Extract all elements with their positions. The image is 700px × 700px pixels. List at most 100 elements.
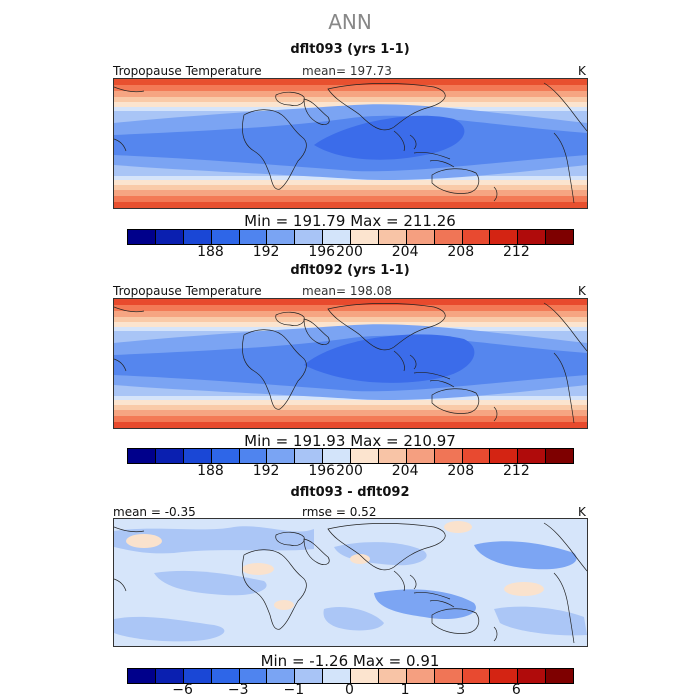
colorbar-swatch: [128, 669, 156, 683]
field-band: [474, 541, 577, 570]
panel-3-min-label: Min: [260, 652, 288, 670]
colorbar-swatch: [155, 230, 184, 244]
colorbar-swatch: [378, 669, 407, 683]
panel-2-colorbar-ticks: 188 192 196 200 204 208 212: [127, 463, 572, 479]
panel-2-colorbar: [127, 448, 574, 464]
colorbar-tick: −1: [283, 682, 305, 698]
colorbar-swatch: [295, 449, 324, 463]
panel-2-units-label: K: [578, 284, 586, 298]
panel-3-min-value: -1.26: [309, 652, 349, 670]
colorbar-swatch: [490, 230, 519, 244]
panel-2-mean-label: mean= 198.08: [302, 284, 392, 298]
panel-1-mean-label: mean= 197.73: [302, 64, 392, 78]
colorbar-swatch: [378, 449, 407, 463]
colorbar-swatch: [128, 230, 156, 244]
colorbar-tick: 208: [447, 463, 475, 479]
panel-1-field: [114, 79, 587, 208]
panel-2-max-value: 210.97: [403, 432, 456, 450]
panel-1-min-label: Min: [244, 212, 271, 230]
panel-3-min-max: Min = -1.26 Max = 0.91: [260, 652, 440, 670]
panel-3-map: [113, 518, 588, 647]
panel-1-units-label: K: [578, 64, 586, 78]
colorbar-swatch: [462, 230, 491, 244]
field-band: [304, 334, 475, 383]
colorbar-tick: −6: [172, 682, 193, 698]
colorbar-swatch: [378, 230, 407, 244]
panel-2-max-label: Max: [350, 432, 382, 450]
panel-1-colorbar-ticks: 188 192 196 200 204 208 212: [127, 244, 572, 260]
panel-1-colorbar: [127, 229, 574, 245]
panel-3-max-value: 0.91: [406, 652, 440, 670]
panel-2-min-max: Min = 191.93 Max = 210.97: [244, 432, 456, 450]
panel-1-map: [113, 78, 588, 209]
colorbar-tick: 188: [197, 463, 224, 479]
colorbar-tick: 212: [503, 244, 530, 260]
colorbar-swatch: [211, 230, 240, 244]
colorbar-tick: 204: [391, 244, 419, 260]
colorbar-tick: 204: [391, 463, 419, 479]
colorbar-tick: 212: [503, 463, 530, 479]
colorbar-swatch: [239, 449, 268, 463]
colorbar-swatch: [128, 449, 156, 463]
colorbar-tick: 208: [447, 244, 475, 260]
colorbar-tick: 0: [345, 682, 354, 698]
colorbar-swatch: [406, 669, 435, 683]
panel-2-field: [114, 299, 587, 428]
colorbar-tick: 1: [400, 682, 410, 698]
panel-1-min-max: Min = 191.79 Max = 211.26: [244, 212, 456, 230]
panel-2-title: dflt092 (yrs 1-1): [290, 263, 410, 278]
colorbar-swatch: [267, 669, 296, 683]
coastlines: [114, 522, 587, 644]
panel-2-map: [113, 298, 588, 429]
panel-3-units-label: K: [578, 505, 586, 519]
colorbar-swatch: [183, 449, 212, 463]
colorbar-swatch: [183, 669, 212, 683]
panel-1-max-label: Max: [350, 212, 382, 230]
colorbar-swatch: [351, 230, 379, 244]
panel-3-rmse-label: rmse = 0.52: [302, 505, 377, 519]
field-band: [114, 526, 314, 554]
field-band: [126, 534, 162, 548]
panel-1-variable-label: Tropopause Temperature: [113, 64, 262, 78]
colorbar-swatch: [546, 449, 573, 463]
colorbar-swatch: [518, 449, 547, 463]
panel-2-min-label: Min: [244, 432, 271, 450]
panel-1-title: dflt093 (yrs 1-1): [290, 42, 410, 57]
colorbar-tick: 6: [511, 682, 521, 698]
panel-2-min-value: 191.93: [292, 432, 346, 450]
field-band: [323, 606, 384, 631]
colorbar-swatch: [518, 230, 547, 244]
panel-3-colorbar-ticks: −6 −3 −1 0 1 3 6: [127, 682, 572, 698]
colorbar-swatch: [183, 230, 212, 244]
colorbar-swatch: [351, 669, 379, 683]
colorbar-swatch: [323, 669, 351, 683]
panel-2-variable-label: Tropopause Temperature: [113, 284, 262, 298]
colorbar-tick: 196: [308, 463, 336, 479]
field-band: [154, 570, 267, 596]
panel-3-max-label: Max: [352, 652, 384, 670]
colorbar-swatch: [211, 669, 240, 683]
coastlines: [114, 82, 587, 204]
field-band: [274, 600, 294, 610]
figure-title: ANN: [328, 10, 372, 34]
colorbar-swatch: [490, 669, 519, 683]
field-band: [350, 554, 370, 564]
field-band: [374, 589, 476, 620]
field-band: [444, 521, 472, 533]
panel-3-title: dflt093 - dflt092: [290, 485, 410, 500]
colorbar-swatch: [406, 230, 435, 244]
colorbar-swatch: [295, 230, 324, 244]
colorbar-swatch: [434, 449, 463, 463]
colorbar-tick: −3: [227, 682, 249, 698]
colorbar-swatch: [490, 449, 519, 463]
colorbar-swatch: [351, 449, 379, 463]
colorbar-swatch: [434, 669, 463, 683]
colorbar-swatch: [239, 669, 268, 683]
colorbar-swatch: [546, 230, 573, 244]
colorbar-tick: 200: [336, 463, 363, 479]
colorbar-swatch: [267, 230, 296, 244]
field-band: [114, 616, 225, 642]
colorbar-swatch: [239, 230, 268, 244]
field-band: [494, 606, 587, 636]
colorbar-swatch: [323, 449, 351, 463]
